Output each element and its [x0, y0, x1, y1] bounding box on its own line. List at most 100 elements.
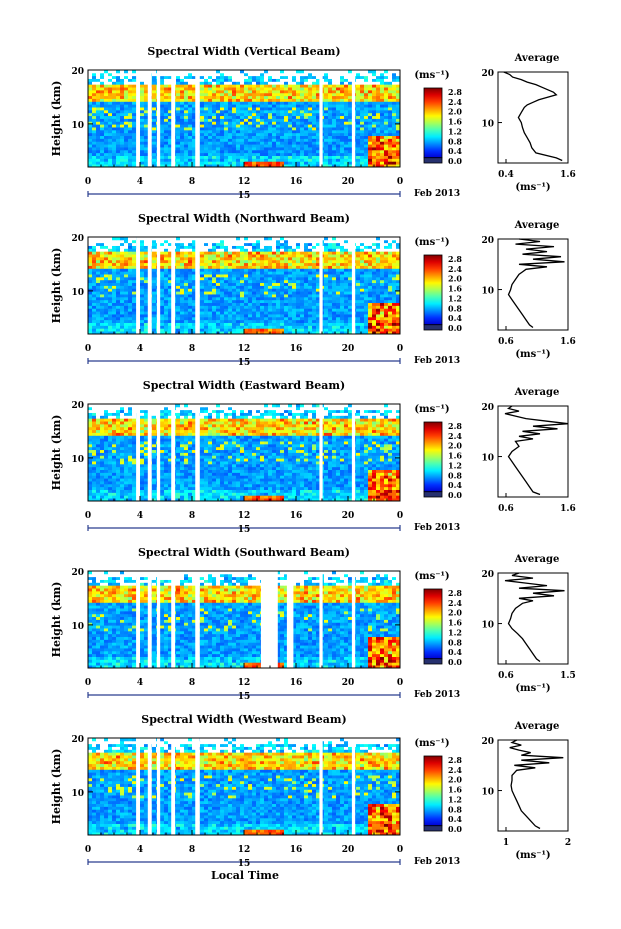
colorbar-tick-label: 0.0 — [448, 323, 462, 333]
y-tick-label: 20 — [71, 735, 84, 745]
average-y-tick: 20 — [481, 236, 494, 246]
x-tick-label: 0 — [397, 845, 403, 855]
date-day-label: 15 — [238, 358, 251, 368]
y-axis-label: Height (km) — [50, 81, 63, 157]
average-y-tick: 10 — [481, 120, 494, 130]
average-profile-line — [504, 405, 569, 496]
x-tick-label: 0 — [397, 177, 403, 187]
colorbar — [423, 588, 443, 660]
colorbar — [423, 421, 443, 493]
data-gap — [156, 237, 161, 334]
panel-title: Spectral Width (Eastward Beam) — [143, 379, 345, 392]
average-x-tick: 0.6 — [498, 337, 514, 347]
average-x-tick: 2 — [565, 838, 571, 848]
date-month-label: Feb 2013 — [414, 690, 460, 700]
average-x-label: (ms⁻¹) — [515, 850, 550, 861]
colorbar-tick-label: 0.0 — [448, 657, 462, 667]
average-profile-line — [509, 739, 564, 830]
x-tick-label: 0 — [85, 344, 91, 354]
y-axis-label: Height (km) — [50, 248, 63, 324]
average-x-label: (ms⁻¹) — [515, 182, 550, 193]
panel-title: Spectral Width (Northward Beam) — [138, 212, 350, 225]
average-y-tick: 10 — [481, 788, 494, 798]
data-gap — [319, 237, 323, 334]
date-day-label: 15 — [238, 525, 251, 535]
average-y-tick: 10 — [481, 454, 494, 464]
colorbar-tick-label: 0.8 — [448, 637, 462, 647]
colorbar-low — [423, 157, 443, 164]
colorbar-tick-label: 2.4 — [448, 765, 462, 775]
average-y-tick: 20 — [481, 69, 494, 79]
data-gap — [136, 571, 140, 668]
x-tick-label: 4 — [137, 177, 143, 187]
x-tick-label: 12 — [238, 678, 251, 688]
data-gap — [156, 738, 161, 835]
x-tick-label: 20 — [342, 177, 355, 187]
x-tick-label: 0 — [397, 344, 403, 354]
y-tick-label: 20 — [71, 67, 84, 77]
x-tick-label: 0 — [397, 511, 403, 521]
average-x-tick: 1.5 — [560, 671, 576, 681]
panel-title: Spectral Width (Southward Beam) — [138, 546, 350, 559]
x-tick-label: 4 — [137, 678, 143, 688]
average-x-tick: 1 — [503, 838, 509, 848]
colorbar-tick-label: 2.8 — [448, 588, 462, 598]
colorbar-tick-label: 1.6 — [448, 117, 462, 127]
data-gaps — [136, 738, 356, 835]
data-gap — [171, 237, 176, 334]
data-gap — [147, 70, 152, 167]
date-day-label: 15 — [238, 859, 251, 869]
data-gap — [147, 571, 152, 668]
data-gaps — [136, 237, 356, 334]
data-gap — [147, 738, 152, 835]
average-x-tick: 1.6 — [560, 337, 576, 347]
panel-5: Spectral Width (Westward Beam) Height (km… — [50, 713, 571, 869]
data-gap — [171, 70, 176, 167]
data-gap — [351, 404, 356, 501]
data-gaps — [136, 404, 356, 501]
x-tick-label: 4 — [137, 845, 143, 855]
colorbar-tick-label: 2.8 — [448, 755, 462, 765]
colorbar-tick-label: 0.4 — [448, 313, 462, 323]
average-frame — [497, 71, 569, 164]
colorbar-tick-label: 1.2 — [448, 126, 462, 136]
colorbar-tick-label: 1.6 — [448, 618, 462, 628]
data-gap — [319, 571, 323, 668]
data-gap — [195, 571, 200, 668]
heatmap — [88, 738, 401, 836]
data-gap — [351, 738, 356, 835]
x-tick-label: 8 — [189, 845, 195, 855]
y-axis-label: Height (km) — [50, 582, 63, 658]
data-gap — [136, 738, 140, 835]
y-axis-label: Height (km) — [50, 749, 63, 825]
colorbar-tick-label: 2.8 — [448, 254, 462, 264]
data-gap — [286, 571, 294, 668]
colorbar — [423, 755, 443, 827]
colorbar-tick-label: 0.4 — [448, 146, 462, 156]
x-tick-label: 12 — [238, 511, 251, 521]
x-tick-label: 0 — [85, 678, 91, 688]
local-time-label: Local Time — [211, 869, 279, 882]
data-gaps — [136, 70, 356, 167]
colorbar-tick-label: 2.8 — [448, 87, 462, 97]
average-profile-line — [503, 71, 563, 162]
average-y-tick: 20 — [481, 403, 494, 413]
data-gap — [195, 70, 200, 167]
colorbar-unit: (ms⁻¹) — [414, 70, 449, 81]
colorbar-tick-label: 2.0 — [448, 274, 462, 284]
x-tick-label: 20 — [342, 344, 355, 354]
data-gap — [171, 738, 176, 835]
data-gap — [319, 738, 323, 835]
colorbar-tick-label: 1.6 — [448, 284, 462, 294]
colorbar-tick-label: 1.2 — [448, 794, 462, 804]
data-gap — [171, 404, 176, 501]
average-x-tick: 1.6 — [560, 504, 576, 514]
colorbar-unit: (ms⁻¹) — [414, 571, 449, 582]
y-tick-label: 10 — [71, 622, 84, 632]
average-frame — [497, 572, 569, 665]
average-y-tick: 20 — [481, 737, 494, 747]
x-tick-label: 20 — [342, 511, 355, 521]
colorbar-low — [423, 658, 443, 665]
x-tick-label: 16 — [290, 344, 303, 354]
colorbar-tick-label: 0.4 — [448, 814, 462, 824]
